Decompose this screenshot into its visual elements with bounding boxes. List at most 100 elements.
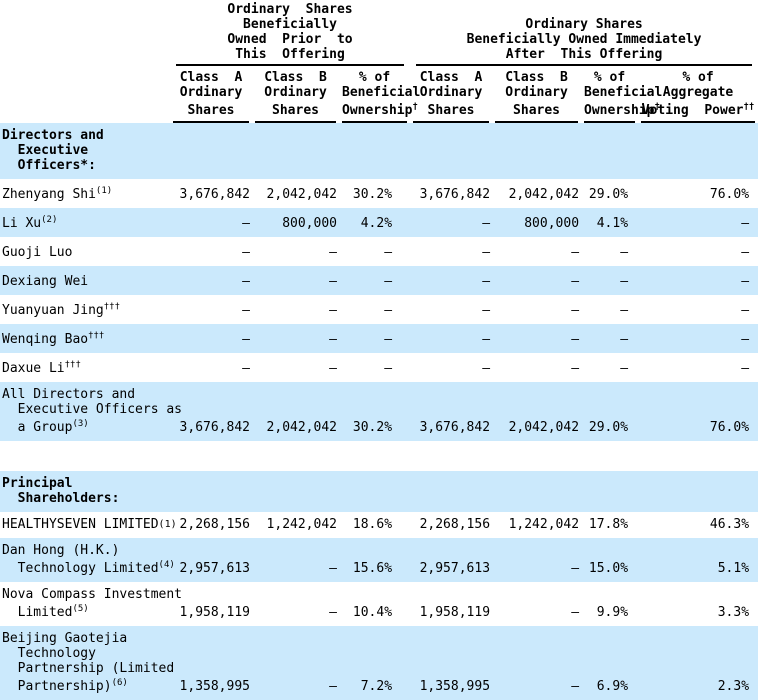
group-header-prior-label: Ordinary Shares Beneficially Owned Prior… <box>176 2 405 66</box>
cell-class-b-after: — <box>571 274 580 289</box>
shareholder-name: Dan Hong (H.K.) Technology Limited <box>2 543 159 576</box>
row-dexiang-wei: Dexiang Wei — — — — — — — <box>0 266 758 295</box>
cell-class-a-prior: 3,676,842 <box>179 420 250 435</box>
column-header-row: Class A Ordinary Shares Class B Ordinary… <box>0 66 758 123</box>
cell-class-b-after: — <box>571 605 580 620</box>
cell-class-b-prior <box>252 471 339 512</box>
shareholder-name-cell: Beijing Gaotejia Technology Partnership … <box>0 626 174 700</box>
row-daxue-li: Daxue Li††† — — — — — — — <box>0 353 758 382</box>
cell-pct-voting-power: — <box>741 216 750 231</box>
footnote-mark: (3) <box>72 419 89 429</box>
cell-class-b-after: 2,042,042 <box>508 187 580 202</box>
column-label: % of Aggregate Voting Power <box>641 70 744 118</box>
row-directors-officers-header: Directors and Executive Officers*: <box>0 123 758 179</box>
cell-class-b-after: 1,242,042 <box>508 517 580 532</box>
cell-pct-beneficial-prior: 18.6% <box>352 517 393 532</box>
column-label: Class B Ordinary Shares <box>505 70 568 118</box>
cell-class-a-after: 2,957,613 <box>419 561 491 576</box>
row-yuanyuan-jing: Yuanyuan Jing††† — — — — — — — <box>0 295 758 324</box>
spacer-row <box>0 441 758 471</box>
cell-class-b-after: — <box>571 303 580 318</box>
cell-pct-beneficial-after: — <box>620 245 629 260</box>
shareholder-name-cell: Li Xu(2) <box>0 208 170 237</box>
shareholder-name-cell: Yuanyuan Jing††† <box>0 295 170 324</box>
cell-class-a-prior: 2,268,156 <box>179 517 250 532</box>
column-header-class-b-prior: Class B Ordinary Shares <box>252 66 339 123</box>
cell-pct-voting-power: — <box>741 361 750 376</box>
footnote-mark: ††† <box>103 302 121 312</box>
cell-pct-voting-power: 46.3% <box>709 517 750 532</box>
shareholder-name-cell: All Directors and Executive Officers as … <box>0 382 182 441</box>
section-title: Directors and Executive Officers*: <box>0 123 170 179</box>
cell-pct-beneficial-prior: — <box>384 332 393 347</box>
cell-class-b-prior: — <box>329 561 337 576</box>
cell-class-b-prior: — <box>329 679 337 694</box>
cell-pct-beneficial-after <box>581 471 638 512</box>
cell-pct-beneficial-prior: 30.2% <box>352 420 393 435</box>
cell-pct-beneficial-prior: 4.2% <box>360 216 393 231</box>
shareholder-name-cell: Dexiang Wei <box>0 266 170 295</box>
cell-class-a-after: — <box>482 216 491 231</box>
cell-class-b-prior: — <box>329 332 337 347</box>
cell-class-a-prior: — <box>242 361 250 376</box>
section-title-text: Principal Shareholders: <box>2 476 120 506</box>
cell-class-a-prior: — <box>242 274 250 289</box>
name-column-header-spacer <box>0 2 170 66</box>
row-wenqing-bao: Wenqing Bao††† — — — — — — — <box>0 324 758 353</box>
cell-pct-voting-power: — <box>741 245 750 260</box>
cell-class-a-after: 2,268,156 <box>419 517 491 532</box>
cell-class-b-prior: 2,042,042 <box>266 187 337 202</box>
cell-class-a-after <box>410 471 492 512</box>
row-nova-compass-investment: Nova Compass Investment Limited(5) 1,958… <box>0 582 758 626</box>
cell-pct-beneficial-prior <box>339 471 410 512</box>
cell-pct-beneficial-prior: 10.4% <box>352 605 393 620</box>
shareholder-name: Wenqing Bao <box>2 332 89 347</box>
cell-pct-voting-power <box>638 123 758 179</box>
section-title-text: Directors and Executive Officers*: <box>2 128 104 173</box>
cell-class-a-after: 3,676,842 <box>419 420 491 435</box>
cell-class-b-after: — <box>571 332 580 347</box>
spacer-cell <box>0 441 758 471</box>
cell-class-b-after <box>492 123 581 179</box>
cell-pct-beneficial-after: 6.9% <box>596 679 629 694</box>
shareholder-name: Nova Compass Investment Limited <box>2 587 183 620</box>
cell-pct-beneficial-after: — <box>620 361 629 376</box>
shareholder-name-cell: Daxue Li††† <box>0 353 170 382</box>
column-header-pct-beneficial-after: % of Beneficial Ownership† <box>581 66 662 123</box>
cell-class-a-prior: — <box>242 216 250 231</box>
footnote-mark: (2) <box>41 215 58 225</box>
cell-class-a-prior <box>170 123 252 179</box>
group-header-row: Ordinary Shares Beneficially Owned Prior… <box>0 2 758 66</box>
shareholder-name: Daxue Li <box>2 361 65 376</box>
column-header-pct-beneficial-prior: % of Beneficial Ownership† <box>339 66 420 123</box>
cell-pct-beneficial-prior: 15.6% <box>352 561 393 576</box>
shareholder-name-cell: HEALTHYSEVEN LIMITED(1) <box>0 512 177 538</box>
cell-pct-beneficial-after: 17.8% <box>588 517 629 532</box>
column-header-pct-voting-power: % of Aggregate Voting Power†† <box>638 66 758 123</box>
row-li-xu: Li Xu(2) — 800,000 4.2% — 800,000 4.1% — <box>0 208 758 237</box>
cell-class-b-after: 2,042,042 <box>508 420 580 435</box>
cell-pct-beneficial-prior: — <box>384 361 393 376</box>
shareholder-name: All Directors and Executive Officers as … <box>2 387 183 435</box>
group-header-prior: Ordinary Shares Beneficially Owned Prior… <box>170 2 410 66</box>
cell-pct-beneficial-prior: — <box>384 245 393 260</box>
cell-pct-beneficial-after: 29.0% <box>588 420 629 435</box>
cell-pct-beneficial-after: — <box>620 303 629 318</box>
cell-class-a-prior: 1,358,995 <box>179 679 250 694</box>
cell-pct-voting-power: 5.1% <box>717 561 750 576</box>
cell-pct-beneficial-prior: — <box>384 274 393 289</box>
footnote-mark: (5) <box>72 604 89 614</box>
cell-class-a-after: — <box>482 332 491 347</box>
section-title: Principal Shareholders: <box>0 471 170 512</box>
shareholder-name: HEALTHYSEVEN LIMITED <box>2 517 159 532</box>
cell-pct-beneficial-prior: — <box>384 303 393 318</box>
column-label: Class A Ordinary Shares <box>419 70 483 118</box>
footnote-mark: ††† <box>88 331 105 341</box>
shareholder-name: Li Xu <box>2 216 42 231</box>
group-header-after: Ordinary Shares Beneficially Owned Immed… <box>410 2 758 66</box>
shareholder-name: Guoji Luo <box>2 245 73 260</box>
cell-class-b-prior <box>252 123 339 179</box>
cell-pct-voting-power: — <box>741 303 750 318</box>
shareholder-name-cell: Zhenyang Shi(1) <box>0 179 170 208</box>
